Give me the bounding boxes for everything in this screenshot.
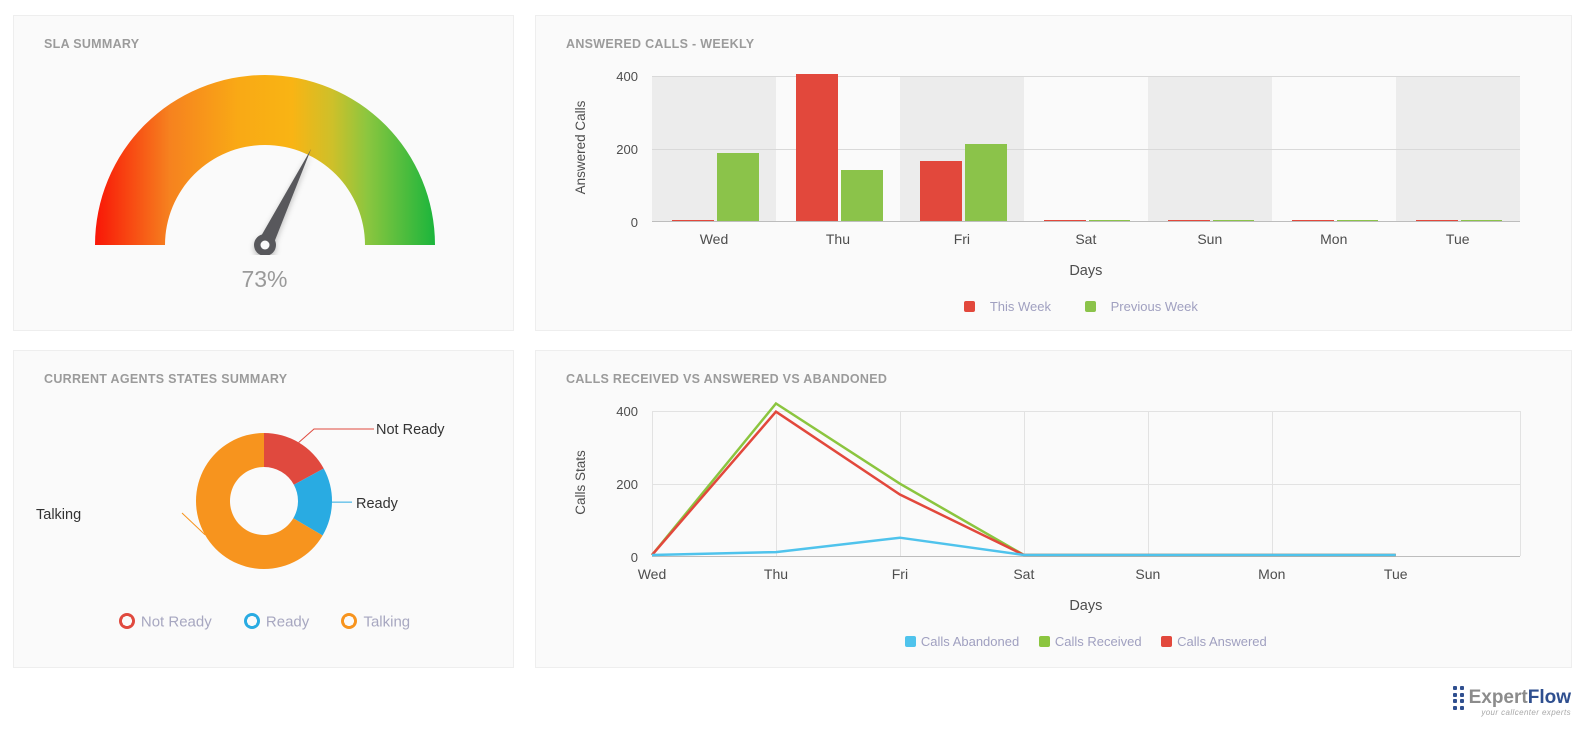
- svg-text:Ready: Ready: [356, 496, 399, 512]
- svg-text:Talking: Talking: [36, 507, 81, 523]
- svg-text:Not Ready: Not Ready: [376, 422, 445, 438]
